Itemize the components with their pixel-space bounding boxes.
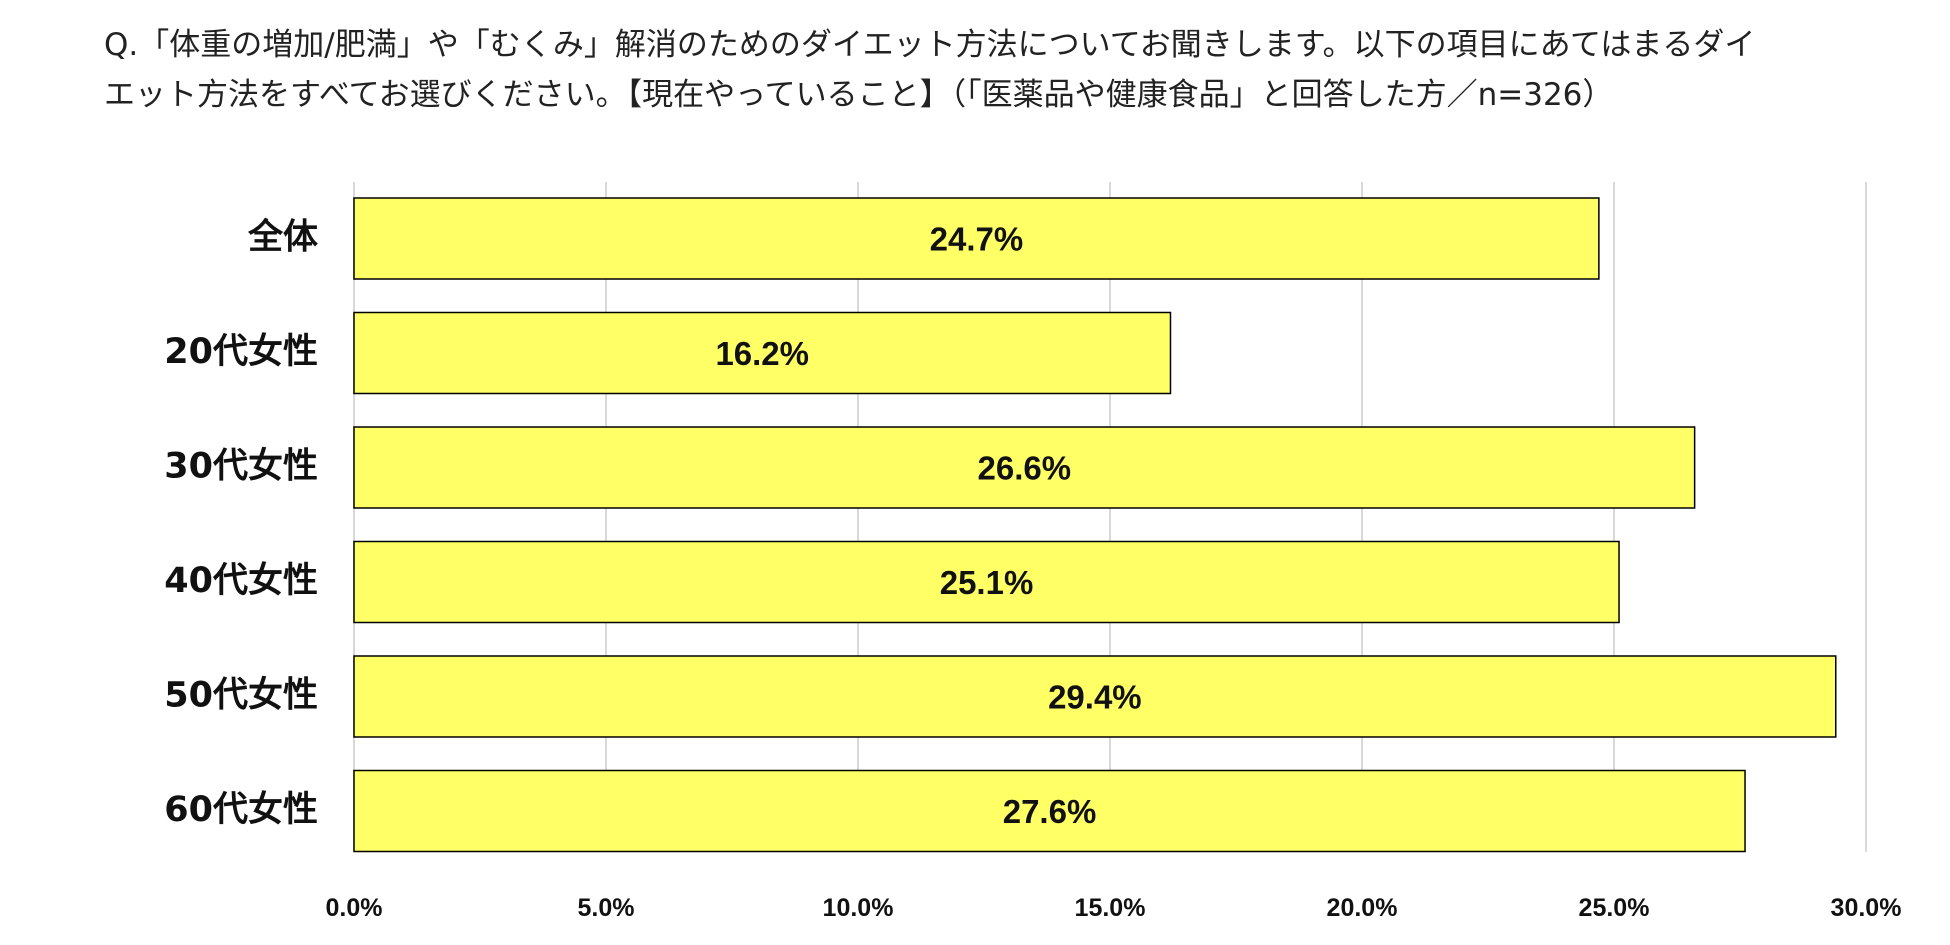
x-tick-label: 0.0%	[326, 894, 383, 922]
bar	[353, 311, 1172, 395]
data-label: 27.6%	[1003, 793, 1097, 830]
x-tick-label: 25.0%	[1579, 894, 1650, 922]
bar	[353, 197, 1600, 280]
data-label: 25.1%	[940, 564, 1034, 601]
data-label: 16.2%	[715, 335, 809, 372]
bar	[353, 769, 1746, 853]
data-label: 26.6%	[978, 450, 1072, 487]
bar	[353, 426, 1696, 509]
category-label: 40代女性	[164, 560, 318, 601]
category-label: 全体	[247, 217, 318, 258]
category-label: 60代女性	[164, 789, 318, 830]
data-label: 29.4%	[1048, 679, 1142, 716]
chart-title-line-1: Q.「体重の増加/肥満」や「むくみ」解消のためのダイエット方法についてお聞きしま…	[104, 27, 1756, 63]
x-tick-label: 30.0%	[1831, 894, 1902, 922]
x-tick-label: 10.0%	[823, 894, 894, 922]
bar	[353, 540, 1620, 624]
category-label: 20代女性	[164, 331, 318, 372]
chart-title: Q.「体重の増加/肥満」や「むくみ」解消のためのダイエット方法についてお聞きしま…	[104, 20, 1884, 120]
bar	[353, 655, 1837, 738]
x-axis-tick-labels: 0.0% 5.0% 10.0% 15.0% 20.0% 25.0% 30.0%	[326, 894, 1902, 922]
x-tick-label: 15.0%	[1075, 894, 1146, 922]
category-labels: 全体 20代女性 30代女性 40代女性 50代女性 60代女性	[164, 217, 318, 831]
gridlines	[605, 182, 1867, 852]
x-tick-label: 5.0%	[578, 894, 635, 922]
bars: 24.7% 16.2% 26.6% 25.1% 29.4% 27.6%	[353, 197, 1837, 853]
category-label: 50代女性	[164, 675, 318, 716]
x-tick-label: 20.0%	[1327, 894, 1398, 922]
data-label: 24.7%	[930, 221, 1024, 258]
chart-title-line-2: エット方法をすべてお選びください。【現在やっていること】（「医薬品や健康食品」と…	[104, 77, 1614, 113]
category-label: 30代女性	[164, 446, 318, 487]
